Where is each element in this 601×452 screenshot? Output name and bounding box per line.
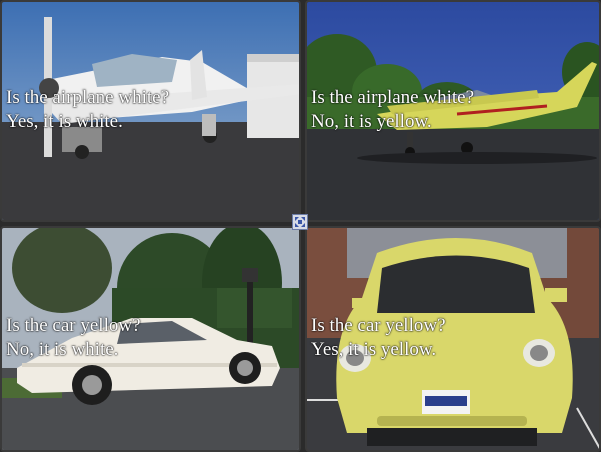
question-text: Is the airplane white? <box>311 87 475 108</box>
answer-text: Yes, it is white. <box>6 111 123 132</box>
expand-button[interactable] <box>292 214 308 230</box>
answer-text: Yes, it is yellow. <box>311 339 437 360</box>
tile-yellow-airplane[interactable]: Is the airplane white? No, it is yellow. <box>305 0 601 222</box>
question-text: Is the car yellow? <box>311 315 446 336</box>
tile-yellow-car[interactable]: Is the car yellow? Yes, it is yellow. <box>305 226 601 452</box>
caption-tile-1: Is the airplane white? Yes, it is white. <box>6 86 169 134</box>
photo-yellow-airplane <box>307 2 599 220</box>
caption-tile-3: Is the car yellow? No, it is white. <box>6 314 141 362</box>
caption-tile-2: Is the airplane white? No, it is yellow. <box>311 86 474 134</box>
photo-white-car <box>2 228 299 450</box>
question-text: Is the car yellow? <box>6 315 141 336</box>
expand-icon <box>295 217 305 227</box>
tile-white-airplane[interactable]: Is the airplane white? Yes, it is white. <box>0 0 301 222</box>
caption-tile-4: Is the car yellow? Yes, it is yellow. <box>311 314 446 362</box>
photo-white-airplane <box>2 2 299 220</box>
answer-text: No, it is yellow. <box>311 111 432 132</box>
question-text: Is the airplane white? <box>6 87 170 108</box>
answer-text: No, it is white. <box>6 339 119 360</box>
photo-yellow-car <box>307 228 599 450</box>
tile-white-car[interactable]: Is the car yellow? No, it is white. <box>0 226 301 452</box>
